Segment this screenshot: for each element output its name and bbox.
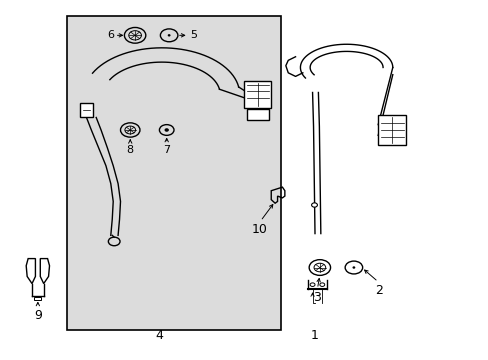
- FancyBboxPatch shape: [377, 115, 406, 145]
- Text: 4: 4: [155, 329, 163, 342]
- Circle shape: [311, 203, 317, 207]
- Text: 9: 9: [34, 309, 41, 321]
- Text: 3: 3: [313, 291, 321, 304]
- Circle shape: [352, 267, 354, 268]
- FancyBboxPatch shape: [246, 109, 268, 120]
- FancyBboxPatch shape: [67, 16, 281, 330]
- Text: 5: 5: [190, 30, 197, 40]
- Circle shape: [168, 35, 169, 36]
- Text: 1: 1: [310, 329, 318, 342]
- Circle shape: [165, 129, 168, 131]
- Text: 10: 10: [251, 223, 267, 236]
- Text: 7: 7: [163, 145, 170, 155]
- FancyBboxPatch shape: [80, 103, 92, 117]
- Text: 2: 2: [374, 284, 382, 297]
- FancyBboxPatch shape: [244, 81, 271, 108]
- Text: 6: 6: [107, 30, 114, 40]
- Text: 8: 8: [126, 145, 134, 155]
- FancyBboxPatch shape: [34, 297, 41, 300]
